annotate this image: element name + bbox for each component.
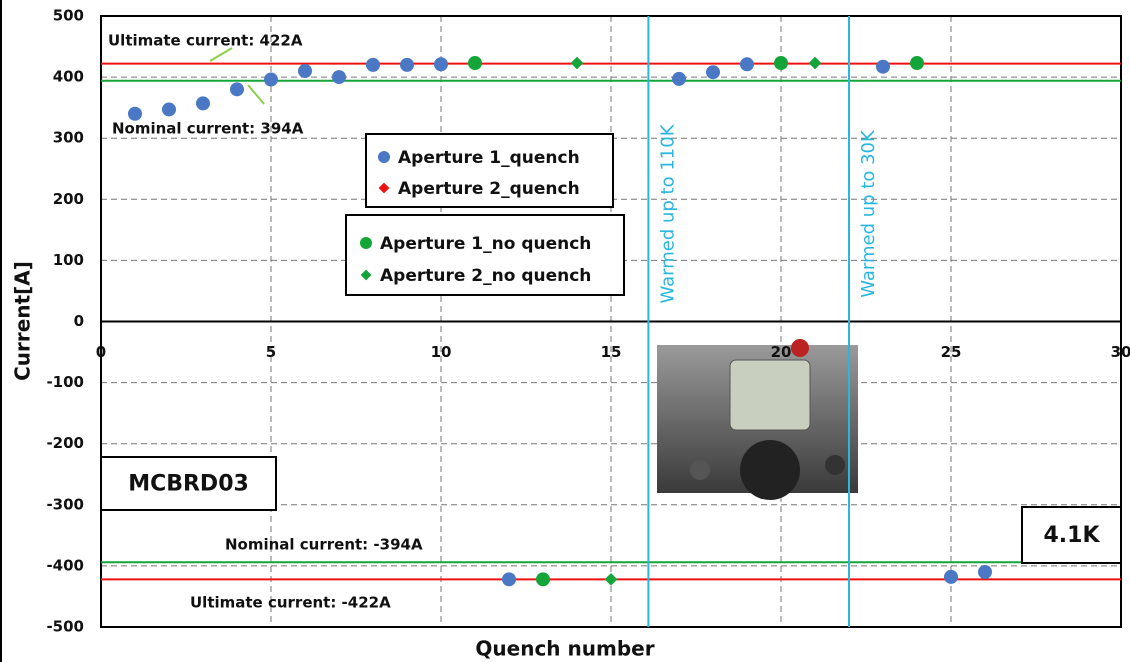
y-tick-label: 300 — [53, 129, 84, 147]
x-tick-label: 10 — [431, 343, 452, 361]
annotation-arrow — [210, 48, 232, 61]
legend-label: Aperture 2_no quench — [380, 266, 591, 286]
circle-marker — [162, 102, 176, 116]
y-tick-label: -500 — [46, 618, 84, 636]
circle-marker — [876, 60, 890, 74]
y-tick-label: -200 — [46, 434, 84, 452]
circle-marker — [400, 58, 414, 72]
photo — [657, 339, 858, 500]
y-tick-label: 500 — [53, 7, 84, 25]
circle-marker — [910, 56, 924, 70]
circle-marker — [298, 64, 312, 78]
reference-label: Nominal current: 394A — [112, 120, 304, 138]
y-axis-title: Current[A] — [11, 261, 35, 381]
x-tick-label: 5 — [266, 343, 276, 361]
x-tick-label: 25 — [941, 343, 962, 361]
circle-marker — [978, 565, 992, 579]
chart: Quench number Current[A] -500 -400 -300 -20… — [0, 0, 1130, 662]
boxed-label: 4.1K — [1043, 523, 1100, 548]
reference-label: Nominal current: -394A — [225, 536, 423, 554]
circle-marker — [366, 58, 380, 72]
circle-marker — [740, 57, 754, 71]
x-axis-title: Quench number — [475, 637, 654, 661]
y-tick-label: 200 — [53, 190, 84, 208]
reference-label: Ultimate current: -422A — [190, 594, 391, 612]
reference-label: Ultimate current: 422A — [108, 32, 303, 50]
x-tick-label: 20 — [771, 343, 792, 361]
circle-marker — [230, 82, 244, 96]
circle-marker — [502, 572, 516, 586]
circle-marker — [944, 570, 958, 584]
legend-marker — [360, 237, 372, 249]
vertical-label: Warmed up to 110K — [657, 123, 678, 303]
boxed-label: MCBRD03 — [128, 472, 249, 497]
legend-label: Aperture 2_quench — [398, 179, 580, 199]
circle-marker — [264, 73, 278, 87]
legend-label: Aperture 1_quench — [398, 148, 580, 168]
circle-marker — [468, 56, 482, 70]
x-tick-label: 15 — [601, 343, 622, 361]
diamond-marker — [571, 57, 584, 70]
legend-marker — [378, 151, 390, 163]
diamond-marker — [605, 573, 618, 586]
circle-marker — [672, 72, 686, 86]
y-tick-label: -400 — [46, 556, 84, 574]
circle-marker — [196, 96, 210, 110]
annotation-arrow — [248, 85, 264, 104]
y-tick-label: -300 — [46, 495, 84, 513]
circle-marker — [706, 65, 720, 79]
vertical-label: Warmed up to 30K — [858, 129, 879, 298]
y-tick-label: 0 — [74, 312, 84, 330]
circle-marker — [774, 56, 788, 70]
y-tick-label: -100 — [46, 373, 84, 391]
circle-marker — [128, 107, 142, 121]
diamond-marker — [809, 57, 822, 70]
circle-marker — [332, 70, 346, 84]
legend-label: Aperture 1_no quench — [380, 234, 591, 254]
y-tick-label: 100 — [53, 251, 84, 269]
circle-marker — [434, 57, 448, 71]
y-tick-label: 400 — [53, 68, 84, 86]
circle-marker — [536, 572, 550, 586]
